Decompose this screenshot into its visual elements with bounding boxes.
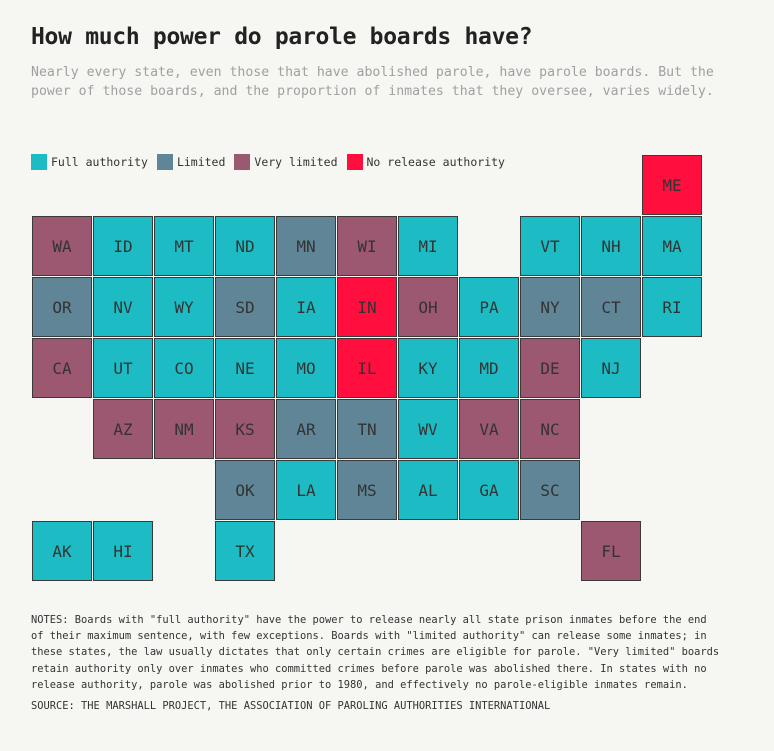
legend-swatch-limited	[156, 154, 173, 170]
source-text: SOURCE: THE MARSHALL PROJECT, THE ASSOCI…	[31, 700, 551, 712]
state-tile-mi: MI	[398, 216, 458, 276]
state-tile-sc: SC	[520, 460, 580, 520]
page-subtitle: Nearly every state, even those that have…	[31, 65, 714, 99]
state-tile-de: DE	[520, 338, 580, 398]
legend-swatch-very-limited	[234, 154, 251, 170]
state-tile-nc: NC	[520, 399, 580, 459]
state-tile-or: OR	[32, 277, 92, 337]
legend-swatch-no-release	[346, 154, 363, 170]
state-tile-tx: TX	[215, 521, 275, 581]
state-tile-ct: CT	[581, 277, 641, 337]
state-tile-al: AL	[398, 460, 458, 520]
state-tile-fl: FL	[581, 521, 641, 581]
state-tile-mo: MO	[276, 338, 336, 398]
state-tile-az: AZ	[93, 399, 153, 459]
state-tile-md: MD	[459, 338, 519, 398]
state-tile-nh: NH	[581, 216, 641, 276]
state-tile-ks: KS	[215, 399, 275, 459]
legend-label-full: Full authority	[51, 155, 148, 169]
state-tile-oh: OH	[398, 277, 458, 337]
notes-text: NOTES: Boards with "full authority" have…	[31, 614, 720, 691]
state-tile-wv: WV	[398, 399, 458, 459]
state-tile-wa: WA	[32, 216, 92, 276]
legend-item-very-limited: Very limited	[234, 154, 338, 170]
state-tile-ne: NE	[215, 338, 275, 398]
legend-item-full: Full authority	[31, 154, 148, 170]
page-title: How much power do parole boards have?	[31, 24, 533, 50]
state-tile-ak: AK	[32, 521, 92, 581]
state-tile-mn: MN	[276, 216, 336, 276]
state-tile-ms: MS	[337, 460, 397, 520]
state-tile-pa: PA	[459, 277, 519, 337]
state-tile-tn: TN	[337, 399, 397, 459]
state-tile-ok: OK	[215, 460, 275, 520]
state-tile-co: CO	[154, 338, 214, 398]
state-tile-id: ID	[93, 216, 153, 276]
state-tile-ia: IA	[276, 277, 336, 337]
state-tile-il: IL	[337, 338, 397, 398]
state-tile-ny: NY	[520, 277, 580, 337]
state-tile-ga: GA	[459, 460, 519, 520]
legend: Full authority Limited Very limited No r…	[31, 154, 514, 170]
state-tile-nm: NM	[154, 399, 214, 459]
state-tile-ky: KY	[398, 338, 458, 398]
state-tile-me: ME	[642, 155, 702, 215]
state-tile-nj: NJ	[581, 338, 641, 398]
state-tile-wy: WY	[154, 277, 214, 337]
legend-label-no-release: No release authority	[366, 155, 505, 169]
state-tile-nv: NV	[93, 277, 153, 337]
state-tile-wi: WI	[337, 216, 397, 276]
state-tile-nd: ND	[215, 216, 275, 276]
state-tile-hi: HI	[93, 521, 153, 581]
legend-item-no-release: No release authority	[346, 154, 505, 170]
state-tile-ar: AR	[276, 399, 336, 459]
state-tile-vt: VT	[520, 216, 580, 276]
state-tile-ri: RI	[642, 277, 702, 337]
state-tile-ut: UT	[93, 338, 153, 398]
legend-label-limited: Limited	[176, 155, 226, 169]
state-tile-sd: SD	[215, 277, 275, 337]
state-tile-ca: CA	[32, 338, 92, 398]
state-tile-in: IN	[337, 277, 397, 337]
state-tile-va: VA	[459, 399, 519, 459]
state-tile-ma: MA	[642, 216, 702, 276]
legend-label-very-limited: Very limited	[254, 155, 338, 169]
state-tile-mt: MT	[154, 216, 214, 276]
legend-swatch-full	[31, 154, 47, 170]
state-tile-la: LA	[276, 460, 336, 520]
legend-item-limited: Limited	[156, 154, 226, 170]
